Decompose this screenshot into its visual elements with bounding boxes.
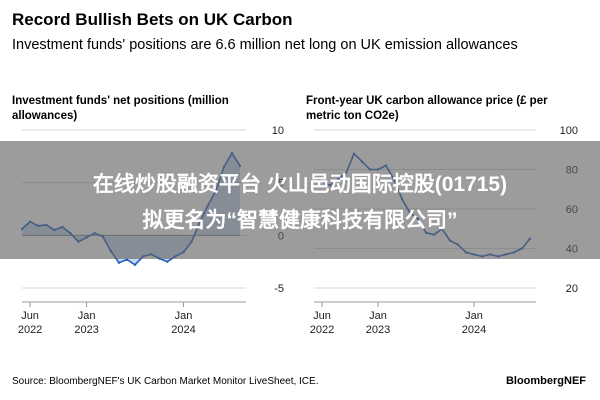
data-point [166, 260, 169, 263]
data-point [133, 263, 137, 267]
right-panel-title: Front-year UK carbon allowance price (£ … [306, 95, 548, 122]
x-tick-label: Jun [313, 310, 331, 322]
x-tick-label: Jan [175, 310, 193, 322]
x-tick-label: Jan [465, 310, 483, 322]
brand-logo: BloombergNEF [505, 375, 586, 387]
y-tick-label: 20 [566, 283, 578, 295]
x-tick-label: 2022 [18, 324, 42, 336]
left-panel-title: Investment funds' net positions (million… [12, 95, 229, 122]
x-tick-label: 2023 [74, 324, 98, 336]
x-tick-label: 2022 [310, 324, 334, 336]
x-tick-label: Jan [78, 310, 96, 322]
overlay-headline-line-2: 拟更名为“智慧健康科技有限公司” [142, 209, 458, 232]
y-tick-label: 100 [560, 125, 578, 137]
x-tick-label: 2023 [366, 324, 390, 336]
x-tick-label: Jan [369, 310, 387, 322]
chart-title: Record Bullish Bets on UK Carbon [12, 10, 293, 29]
data-point [117, 261, 121, 264]
x-tick-label: 2024 [171, 324, 195, 336]
source-note: Source: BloombergNEF's UK Carbon Market … [12, 376, 319, 387]
x-tick-label: 2024 [462, 324, 486, 336]
y-tick-label: -5 [274, 283, 284, 295]
y-tick-label: 10 [272, 125, 284, 137]
x-tick-label: Jun [21, 310, 39, 322]
overlay-headline-line-1: 在线炒股融资平台 火山邑动国际控股(01715) [92, 173, 508, 196]
headline-overlay [0, 141, 600, 259]
chart-subtitle: Investment funds' positions are 6.6 mill… [12, 37, 518, 53]
